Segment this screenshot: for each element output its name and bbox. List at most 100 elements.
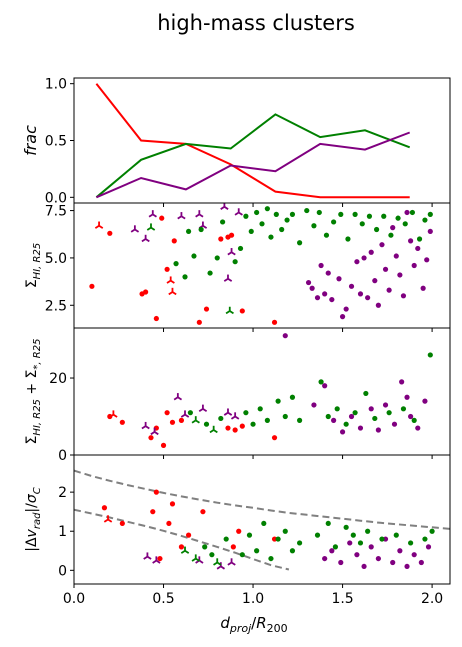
- point-green: [357, 540, 364, 546]
- marker-arm: [94, 224, 100, 229]
- point-purple: [282, 333, 288, 339]
- marker-arm: [213, 561, 218, 566]
- point-green: [365, 528, 371, 534]
- y-tick-label: 0: [58, 448, 67, 464]
- point-purple-tri: [180, 410, 190, 418]
- point-purple: [305, 279, 312, 286]
- point-purple: [354, 552, 360, 558]
- point-green: [250, 421, 256, 427]
- point-purple-tri: [198, 404, 208, 412]
- point-green: [191, 253, 197, 259]
- marker-arm: [180, 550, 186, 554]
- marker-arm: [141, 425, 147, 430]
- point-green: [284, 217, 290, 223]
- point-green: [275, 398, 281, 404]
- point-purple: [347, 540, 353, 546]
- point-green: [343, 421, 349, 427]
- point-green: [381, 213, 387, 219]
- point-red: [150, 509, 156, 515]
- marker-arm: [227, 411, 233, 416]
- point-green: [323, 232, 330, 238]
- point-red: [178, 544, 185, 550]
- point-green: [237, 245, 244, 252]
- marker-arm: [195, 557, 200, 562]
- marker-arm: [173, 396, 179, 401]
- marker-arm: [191, 419, 197, 424]
- point-purple: [354, 259, 360, 265]
- point-green: [359, 221, 365, 227]
- point-purple: [399, 379, 405, 385]
- point-green: [289, 548, 296, 554]
- marker-arm: [227, 278, 233, 282]
- point-green: [279, 226, 285, 233]
- point-purple: [411, 552, 417, 558]
- point-purple-tri: [227, 558, 236, 566]
- point-green: [363, 390, 369, 397]
- point-red-tri: [109, 410, 118, 418]
- point-green: [282, 528, 288, 534]
- point-purple: [322, 555, 328, 562]
- point-purple: [365, 295, 371, 301]
- point-green: [411, 417, 417, 423]
- point-purple-tri: [177, 212, 186, 220]
- marker-arm: [154, 431, 159, 436]
- point-green: [203, 421, 210, 427]
- point-purple: [322, 291, 328, 297]
- point-purple-tri: [220, 203, 229, 210]
- point-green: [366, 213, 373, 219]
- point-red: [107, 230, 113, 236]
- point-red: [218, 236, 224, 242]
- point-purple: [375, 302, 381, 308]
- point-purple-tri: [150, 427, 159, 436]
- point-purple: [424, 257, 430, 263]
- point-purple: [322, 383, 328, 389]
- point-purple: [325, 270, 331, 276]
- point-purple: [390, 559, 396, 566]
- marker-arm: [220, 565, 226, 570]
- point-purple: [375, 427, 381, 433]
- point-green: [314, 532, 321, 538]
- marker-arm: [150, 431, 156, 436]
- y-tick-label: 7.5: [45, 204, 67, 220]
- y-tick-label: 1: [58, 524, 67, 540]
- point-green: [379, 536, 385, 542]
- point-red-tri: [94, 221, 104, 229]
- point-green: [243, 213, 249, 219]
- point-purple: [348, 413, 355, 420]
- point-purple: [400, 293, 407, 299]
- point-green-tri: [191, 554, 200, 562]
- marker-arm: [148, 213, 154, 218]
- marker-arm: [198, 559, 204, 564]
- point-green: [373, 226, 380, 233]
- x-tick-label: 1.5: [331, 591, 353, 607]
- point-green: [254, 548, 260, 554]
- x-tick-label: 0.5: [152, 591, 174, 607]
- point-green: [352, 410, 358, 416]
- point-green: [352, 211, 358, 217]
- point-red-tri: [166, 276, 175, 284]
- point-purple: [418, 559, 424, 566]
- point-red: [153, 489, 159, 495]
- marker-arm: [198, 213, 204, 218]
- point-green: [338, 211, 344, 217]
- x-tick-label: 0.0: [63, 591, 85, 607]
- point-green: [393, 532, 399, 538]
- point-purple: [382, 402, 389, 408]
- point-purple: [329, 548, 335, 554]
- point-green: [372, 415, 378, 422]
- marker-arm: [150, 226, 156, 231]
- point-purple: [393, 253, 399, 259]
- marker-arm: [220, 206, 225, 210]
- marker-arm: [184, 413, 190, 418]
- point-purple: [339, 314, 346, 320]
- dashed-curve-upper: [74, 469, 450, 530]
- figure-title: high-mass clusters: [157, 11, 355, 35]
- marker-arm: [109, 413, 114, 418]
- marker-arm: [234, 415, 240, 420]
- point-red: [203, 306, 210, 312]
- marker-arm: [229, 310, 234, 315]
- point-red: [271, 319, 278, 325]
- marker-arm: [184, 550, 190, 554]
- point-purple: [408, 413, 414, 420]
